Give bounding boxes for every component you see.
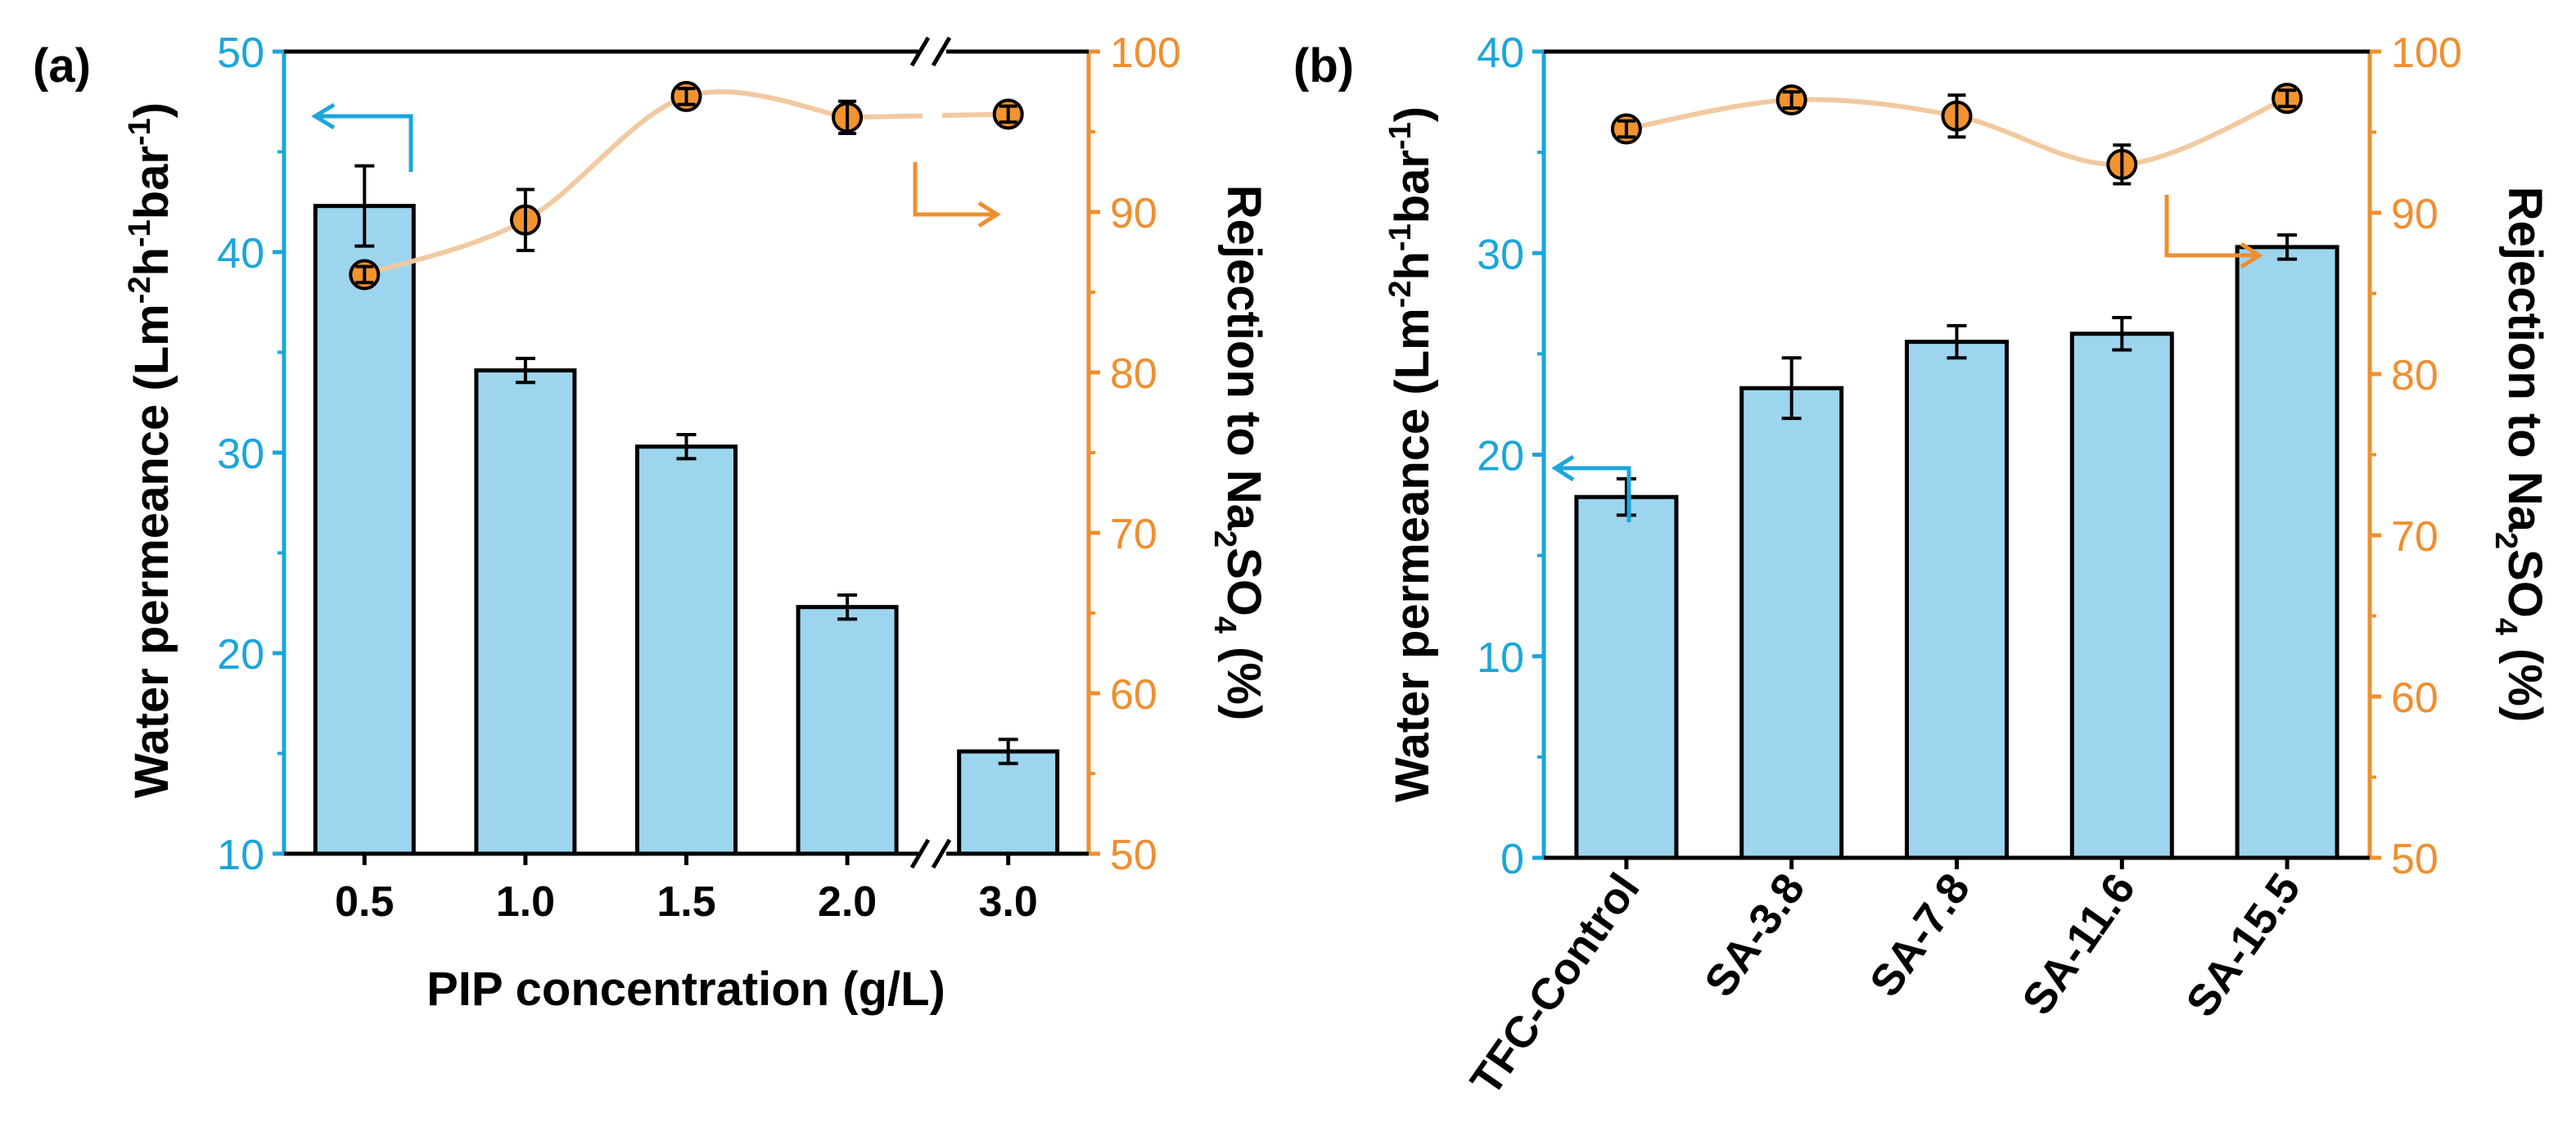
panel-b-rejection-marker-0: [1610, 113, 1642, 145]
panel-a-bar-2: [635, 444, 738, 856]
panel-a-xlabel: PIP concentration (g/L): [426, 963, 945, 1016]
panel-a-x-tick-label-3: 2.0: [818, 878, 877, 926]
panel-a-left-ticks: 10 20 30 40 50: [217, 29, 284, 879]
panel-b-left-arrow: [1551, 454, 1631, 522]
panel-a-left-tick-label-2: 30: [217, 431, 264, 478]
panel-a-rejection-marker-2: [670, 80, 702, 112]
panel-b-right-tick-label-3: 80: [2391, 352, 2438, 399]
panel-a: (a) 10 20 30 40 50 50 60 70 80 90 100 0.5 1.0 1.5 2.…: [33, 29, 1270, 1016]
panel-b-bar-errorbar-3: [2112, 316, 2132, 352]
panel-b-bars: [1574, 245, 2339, 860]
panel-b-right-tick-label-2: 70: [2391, 513, 2438, 561]
panel-b-left-tick-label-3: 30: [1477, 231, 1524, 278]
panel-b-bar-1: [1739, 386, 1844, 860]
panel-a-bar-errorbars: [354, 164, 1018, 765]
panel-a-rejection-marker-1: [509, 187, 541, 253]
panel-a-right-tick-label-3: 80: [1110, 350, 1157, 398]
panel-a-label: (a): [33, 39, 91, 92]
panel-a-right-tick-label-1: 60: [1110, 671, 1157, 719]
panel-b-left-tick-label-1: 10: [1477, 634, 1524, 682]
panel-b-x-tick-label-2: SA-7.8: [1861, 864, 1980, 1005]
panel-b-bar-errorbar-1: [1781, 356, 1802, 421]
panel-b: (b) 0 10 20 30 40 50 60 70 80 90 100 TFC-Control S…: [1293, 29, 2551, 1104]
panel-a-rejection-marker-4: [992, 98, 1024, 130]
panel-a-right-tick-label-2: 70: [1110, 511, 1157, 558]
panel-b-bar-errorbar-4: [2277, 233, 2298, 261]
panel-a-rejection-markers: [349, 80, 1024, 291]
panel-b-y2label: Rejection to Na2SO4 (%): [2488, 187, 2551, 723]
panel-b-bar-3: [2069, 331, 2174, 860]
panel-b-left-tick-label-2: 20: [1477, 433, 1524, 480]
panel-a-right-tick-label-5: 100: [1110, 29, 1181, 77]
panel-a-x-tick-label-4: 3.0: [979, 878, 1038, 926]
panel-a-left-arrow: [311, 102, 413, 172]
panel-a-x-tick-label-2: 1.5: [656, 878, 715, 926]
panel-b-rejection-markers: [1610, 83, 2303, 186]
panel-a-bar-4: [957, 749, 1060, 856]
panel-a-ylabel: Water permeance (Lm-2h-1bar-1): [123, 102, 178, 798]
panel-b-right-ticks: 50 60 70 80 90 100: [2370, 29, 2462, 883]
panel-b-right-arrow: [2164, 195, 2263, 269]
panel-b-bar-0: [1574, 494, 1679, 860]
panel-b-bar-errorbar-2: [1947, 323, 1967, 360]
panel-a-bar-1: [474, 368, 577, 856]
panel-a-bar-errorbar-1: [515, 356, 535, 385]
panel-a-left-tick-label-4: 50: [217, 29, 264, 77]
panel-a-left-tick-label-0: 10: [217, 832, 264, 879]
panel-a-right-tick-label-4: 90: [1110, 190, 1157, 237]
panel-a-axis-break-bottom: [909, 838, 952, 869]
panel-a-right-ticks: 50 60 70 80 90 100: [1089, 29, 1181, 879]
panel-b-rejection-marker-2: [1941, 93, 1973, 139]
panel-b-bar-errorbars: [1616, 233, 2298, 517]
panel-a-rejection-marker-0: [349, 259, 381, 291]
panel-a-bar-3: [796, 605, 899, 856]
panel-b-left-tick-label-4: 40: [1477, 29, 1524, 77]
panel-a-rejection-marker-3: [832, 99, 864, 135]
panel-b-rejection-marker-3: [2106, 143, 2138, 186]
panel-b-left-ticks: 0 10 20 30 40: [1477, 29, 1544, 883]
panel-b-bar-4: [2235, 245, 2339, 860]
panel-a-bar-errorbar-4: [998, 737, 1018, 765]
panel-a-trend-seg-1: [363, 89, 848, 277]
panel-a-x-tick-label-0: 0.5: [335, 878, 394, 926]
panel-b-right-tick-label-0: 50: [2391, 836, 2438, 883]
panel-b-x-tick-label-3: SA-11.6: [2013, 864, 2145, 1023]
panel-b-rejection-marker-1: [1775, 84, 1807, 116]
panel-b-right-tick-label-1: 60: [2391, 674, 2438, 722]
panel-a-x-ticks: 0.5 1.0 1.5 2.0 3.0: [335, 854, 1038, 926]
panel-b-ylabel: Water permeance (Lm-2h-1bar-1): [1383, 106, 1439, 802]
panel-a-bars: [313, 204, 1060, 856]
panel-b-bar-errorbar-0: [1616, 477, 1636, 517]
panel-a-right-tick-label-0: 50: [1110, 832, 1157, 879]
panel-b-rejection-marker-4: [2271, 83, 2303, 115]
panel-a-left-tick-label-3: 40: [217, 230, 264, 277]
panel-a-bar-errorbar-3: [837, 593, 858, 621]
panel-a-right-arrow: [913, 162, 1001, 228]
panel-a-x-tick-label-1: 1.0: [496, 878, 555, 926]
panel-b-left-tick-label-0: 0: [1500, 836, 1524, 883]
panel-a-bar-errorbar-0: [354, 164, 375, 248]
panel-a-axis-break-top: [909, 36, 952, 67]
panel-a-bar-0: [313, 204, 416, 856]
panel-b-bar-2: [1905, 340, 2009, 860]
panel-a-bar-errorbar-2: [676, 432, 697, 461]
panel-b-x-tick-label-0: TFC-Control: [1461, 864, 1649, 1103]
panel-b-x-ticks: TFC-Control SA-3.8 SA-7.8 SA-11.6 SA-15.5: [1461, 858, 2310, 1104]
panel-a-y2label: Rejection to Na2SO4 (%): [1207, 185, 1270, 721]
panel-a-left-tick-label-1: 20: [217, 631, 264, 679]
panel-b-x-tick-label-1: SA-3.8: [1695, 864, 1815, 1005]
panel-b-right-tick-label-5: 100: [2391, 29, 2462, 77]
panel-b-x-tick-label-4: SA-15.5: [2177, 864, 2310, 1026]
panel-a-rejection-trend: [363, 89, 1008, 277]
panel-b-right-tick-label-4: 90: [2391, 191, 2438, 238]
panel-b-label: (b): [1293, 39, 1354, 92]
